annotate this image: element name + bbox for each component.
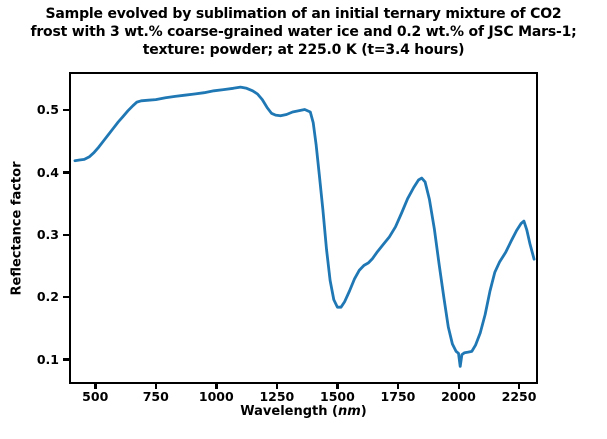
x-axis-label-suffix: ) — [360, 404, 367, 419]
spectrum-line — [73, 85, 536, 368]
chart-title-line-2: frost with 3 wt.% coarse-grained water i… — [30, 24, 577, 40]
x-tick-label: 1000 — [198, 389, 234, 404]
y-tick-label: 0.4 — [36, 164, 59, 180]
x-tick-label: 1500 — [320, 389, 355, 404]
x-tick-mark — [336, 384, 339, 389]
x-axis-label: Wavelength (nm) — [71, 404, 536, 419]
plot-area — [69, 72, 538, 384]
y-tick-label: 0.2 — [36, 289, 59, 305]
y-axis-label: Reflectance factor — [9, 161, 25, 296]
y-tick-mark — [63, 171, 69, 174]
spectrum-svg — [73, 85, 536, 368]
x-tick-mark — [396, 384, 400, 389]
x-tick-label: 1250 — [259, 389, 295, 404]
x-axis-label-unit: nm — [337, 404, 361, 419]
x-tick-label: 1750 — [380, 389, 416, 404]
chart-title-line-3: texture: powder; at 225.0 K (t=3.4 hours… — [142, 42, 465, 58]
y-tick-mark — [63, 233, 69, 237]
y-tick-label: 0.5 — [36, 102, 59, 118]
x-tick-label: 500 — [82, 389, 109, 404]
x-tick-mark — [154, 384, 158, 389]
y-tick-mark — [63, 296, 69, 299]
x-tick-mark — [457, 384, 460, 389]
x-tick-mark — [518, 384, 521, 389]
x-tick-mark — [94, 384, 97, 389]
y-tick-mark — [63, 108, 69, 112]
x-tick-mark — [215, 384, 218, 389]
x-tick-mark — [275, 384, 279, 389]
chart-title: Sample evolved by sublimation of an init… — [0, 5, 607, 59]
x-tick-label: 750 — [142, 389, 169, 404]
y-tick-label: 0.1 — [36, 351, 59, 367]
x-tick-label: 2000 — [441, 389, 476, 404]
y-tick-label: 0.3 — [36, 226, 59, 242]
y-tick-mark — [63, 358, 69, 361]
x-axis-label-prefix: Wavelength ( — [240, 404, 338, 419]
chart-title-line-1: Sample evolved by sublimation of an init… — [45, 6, 562, 22]
x-tick-label: 2250 — [501, 389, 537, 404]
